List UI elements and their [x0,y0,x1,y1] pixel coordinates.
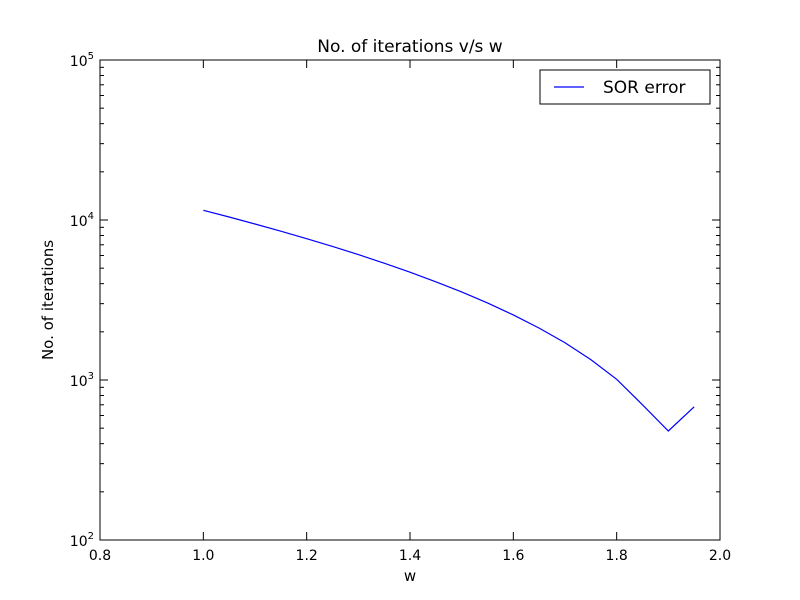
series-layer [203,209,695,432]
y-axis-label: No. of iterations [39,240,57,360]
plot-area [100,60,720,540]
x-tick-label: 1.0 [192,548,214,564]
chart-title: No. of iterations v/s w [317,37,503,57]
x-tick-labels: 0.8 1.0 1.2 1.4 1.6 1.8 2.0 [89,548,731,564]
x-tick-label: 0.8 [89,548,111,564]
plot-frame [99,59,721,541]
x-tick-label: 1.2 [296,548,318,564]
y-tick-labels: 102 103 104 105 [70,51,94,550]
x-tick-label: 1.6 [502,548,524,564]
series-line-sor-error [203,209,695,432]
y-tick-label: 102 [70,531,94,550]
x-tick-label: 1.8 [606,548,628,564]
legend-label-sor-error: SOR error [603,78,686,98]
y-tick-label: 103 [70,371,94,390]
legend: SOR error [539,69,711,105]
x-tick-label: 1.4 [399,548,421,564]
x-tick-label: 2.0 [709,548,731,564]
y-tick-label: 104 [70,211,94,230]
x-axis-label: w [404,567,416,585]
y-tick-label: 105 [70,51,94,70]
